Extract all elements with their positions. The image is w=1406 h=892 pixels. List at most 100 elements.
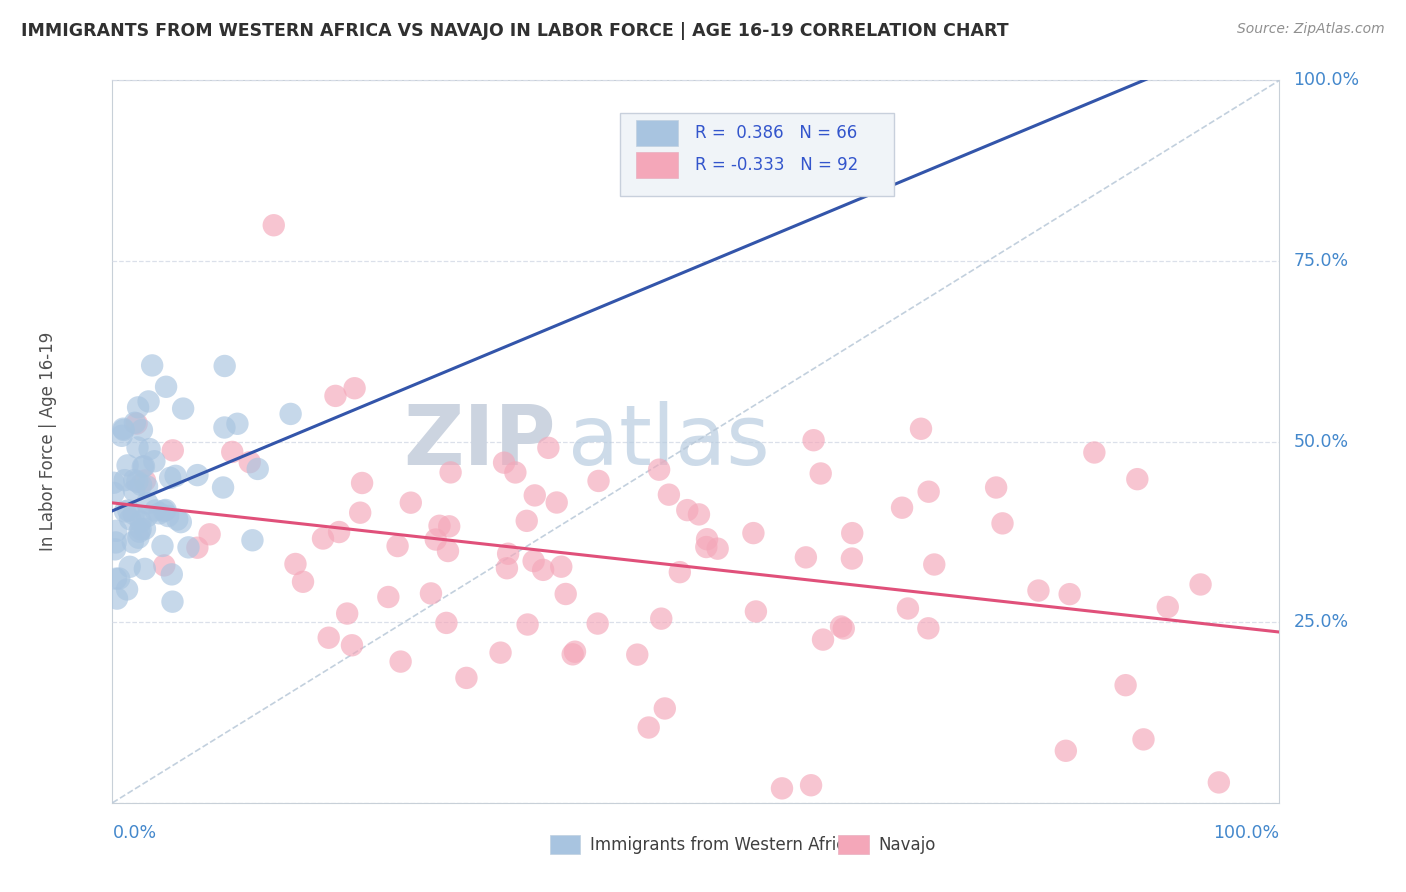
- FancyBboxPatch shape: [550, 835, 581, 855]
- Text: Source: ZipAtlas.com: Source: ZipAtlas.com: [1237, 22, 1385, 37]
- Point: [165, 468, 187, 483]
- Point: [496, 561, 519, 575]
- Point: [1132, 732, 1154, 747]
- Point: [111, 429, 134, 443]
- Point: [706, 541, 728, 556]
- Point: [122, 507, 145, 521]
- Point: [658, 488, 681, 502]
- FancyBboxPatch shape: [838, 835, 869, 855]
- Point: [136, 509, 159, 524]
- Point: [810, 467, 832, 481]
- Point: [141, 359, 163, 373]
- Point: [312, 532, 335, 546]
- Point: [280, 407, 302, 421]
- Point: [162, 595, 184, 609]
- Text: R =  0.386   N = 66: R = 0.386 N = 66: [695, 124, 858, 142]
- Point: [991, 516, 1014, 531]
- Point: [103, 486, 125, 500]
- Point: [586, 616, 609, 631]
- Point: [134, 474, 156, 488]
- Point: [129, 522, 152, 536]
- Point: [155, 380, 177, 394]
- Point: [148, 507, 170, 521]
- Point: [1083, 445, 1105, 459]
- Point: [122, 473, 145, 487]
- Point: [439, 466, 461, 480]
- Point: [104, 572, 127, 586]
- FancyBboxPatch shape: [637, 120, 679, 146]
- Point: [841, 526, 863, 541]
- Point: [143, 503, 166, 517]
- Point: [124, 416, 146, 430]
- Point: [1189, 577, 1212, 591]
- Point: [669, 565, 692, 579]
- Point: [157, 508, 180, 523]
- Point: [138, 442, 160, 456]
- Point: [429, 518, 451, 533]
- Point: [496, 547, 519, 561]
- Point: [152, 539, 174, 553]
- Point: [841, 551, 863, 566]
- Point: [105, 591, 128, 606]
- Point: [104, 535, 127, 549]
- Text: Navajo: Navajo: [877, 836, 935, 854]
- Point: [186, 468, 208, 483]
- Point: [134, 562, 156, 576]
- Point: [537, 441, 560, 455]
- Point: [120, 512, 142, 526]
- Point: [523, 554, 546, 568]
- Point: [132, 459, 155, 474]
- Point: [637, 721, 659, 735]
- Point: [117, 458, 139, 473]
- Text: R = -0.333   N = 92: R = -0.333 N = 92: [695, 156, 858, 174]
- Point: [1126, 472, 1149, 486]
- Point: [1208, 775, 1230, 789]
- Point: [917, 484, 939, 499]
- Text: 25.0%: 25.0%: [1294, 613, 1348, 632]
- Point: [125, 417, 148, 431]
- Point: [143, 454, 166, 468]
- Text: 100.0%: 100.0%: [1213, 824, 1279, 842]
- Point: [654, 701, 676, 715]
- Point: [489, 646, 512, 660]
- Point: [523, 488, 546, 502]
- Point: [494, 456, 516, 470]
- Point: [550, 559, 572, 574]
- Point: [343, 381, 366, 395]
- Text: ZIP: ZIP: [404, 401, 555, 482]
- Point: [531, 563, 554, 577]
- Text: atlas: atlas: [568, 401, 769, 482]
- Point: [389, 655, 412, 669]
- Point: [456, 671, 478, 685]
- Point: [114, 504, 136, 518]
- Point: [127, 475, 149, 489]
- Point: [292, 574, 315, 589]
- FancyBboxPatch shape: [620, 112, 894, 196]
- Point: [129, 478, 152, 492]
- Point: [688, 508, 710, 522]
- Point: [103, 475, 125, 490]
- Point: [434, 615, 457, 630]
- Point: [122, 483, 145, 498]
- Text: IMMIGRANTS FROM WESTERN AFRICA VS NAVAJO IN LABOR FORCE | AGE 16-19 CORRELATION : IMMIGRANTS FROM WESTERN AFRICA VS NAVAJO…: [21, 22, 1008, 40]
- Point: [377, 590, 399, 604]
- Point: [177, 541, 200, 555]
- Point: [648, 463, 671, 477]
- Text: 50.0%: 50.0%: [1294, 433, 1348, 450]
- Point: [246, 462, 269, 476]
- Point: [153, 558, 176, 573]
- Point: [263, 219, 285, 233]
- Point: [830, 619, 852, 633]
- Point: [650, 612, 672, 626]
- Point: [162, 443, 184, 458]
- Point: [138, 394, 160, 409]
- Point: [352, 475, 374, 490]
- Point: [387, 539, 409, 553]
- Point: [105, 524, 128, 538]
- Point: [588, 474, 610, 488]
- Point: [226, 417, 249, 431]
- Point: [166, 512, 188, 526]
- Point: [112, 422, 135, 436]
- Point: [349, 506, 371, 520]
- Point: [118, 559, 141, 574]
